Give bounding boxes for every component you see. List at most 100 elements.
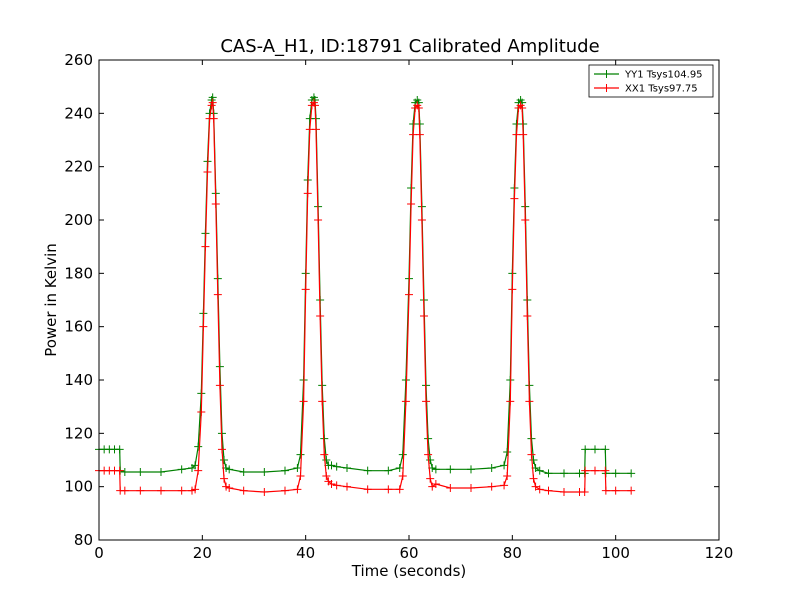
- data-point: [215, 381, 224, 390]
- y-tick-label: 180: [64, 264, 93, 282]
- data-point: [627, 486, 636, 495]
- x-axis: 0 20 40 60 80 100 120: [94, 60, 733, 562]
- data-point: [293, 464, 302, 472]
- data-point: [544, 486, 553, 495]
- data-point: [535, 466, 544, 475]
- data-point: [177, 465, 186, 474]
- data-point: [518, 104, 527, 112]
- data-point: [500, 481, 509, 490]
- data-point: [467, 484, 475, 492]
- legend-marker: [602, 84, 611, 92]
- y-tick-label: 100: [64, 478, 93, 496]
- data-point: [401, 397, 410, 406]
- data-point: [398, 450, 407, 459]
- x-tick-label: 0: [94, 544, 104, 562]
- data-point: [426, 456, 435, 464]
- data-point: [296, 450, 305, 459]
- data-point: [343, 464, 351, 472]
- data-point: [431, 480, 440, 488]
- data-point: [157, 486, 165, 495]
- y-tick-label: 80: [74, 531, 93, 549]
- data-point: [312, 125, 320, 134]
- x-tick-label: 20: [193, 544, 212, 562]
- data-point: [521, 216, 530, 224]
- data-point: [303, 189, 312, 198]
- data-point: [327, 461, 336, 470]
- data-point: [136, 486, 145, 495]
- data-point: [136, 468, 145, 476]
- data-point: [591, 445, 599, 454]
- data-point: [395, 485, 404, 494]
- data-point: [560, 469, 568, 478]
- data-point: [177, 486, 186, 495]
- data-point: [225, 484, 234, 492]
- data-point: [363, 485, 372, 494]
- data-point: [446, 465, 455, 474]
- data-point: [580, 488, 589, 496]
- data-point: [415, 130, 424, 139]
- data-point: [422, 397, 431, 406]
- data-point: [314, 216, 323, 224]
- x-tick-label: 40: [296, 544, 315, 562]
- legend-marker: [602, 70, 611, 78]
- data-point: [527, 450, 536, 459]
- data-point: [225, 465, 234, 474]
- data-point: [424, 450, 433, 459]
- data-point: [419, 312, 428, 320]
- data-point: [203, 168, 212, 176]
- data-point: [508, 285, 517, 294]
- data-point: [500, 461, 509, 470]
- y-tick-label: 120: [64, 424, 93, 442]
- y-tick-label: 240: [64, 104, 93, 122]
- data-point: [487, 464, 496, 472]
- data-point: [194, 442, 203, 451]
- data-point: [220, 456, 229, 464]
- data-point: [310, 101, 319, 110]
- data-point: [296, 472, 305, 480]
- x-tick-label: 60: [399, 544, 418, 562]
- data-point: [398, 472, 407, 480]
- data-point: [316, 312, 325, 320]
- data-point: [211, 200, 220, 208]
- data-point: [581, 466, 590, 475]
- data-point: [529, 456, 538, 464]
- plot-series: [95, 93, 636, 496]
- data-point: [512, 120, 521, 128]
- data-point: [239, 468, 248, 476]
- data-point: [409, 130, 418, 139]
- data-point: [519, 130, 528, 139]
- data-point: [191, 461, 200, 470]
- data-point: [199, 322, 208, 331]
- data-point: [318, 397, 327, 406]
- data-point: [260, 488, 269, 496]
- data-point: [299, 397, 308, 406]
- legend-label: YY1 Tsys104.95: [624, 70, 703, 81]
- data-point: [201, 242, 210, 251]
- y-tick-label: 200: [64, 211, 93, 229]
- y-tick-label: 220: [64, 158, 93, 176]
- data-point: [343, 482, 351, 491]
- data-point: [414, 104, 423, 112]
- legend-label: XX1 Tsys97.75: [625, 84, 698, 95]
- x-tick-label: 100: [601, 544, 630, 562]
- data-point: [431, 465, 440, 474]
- data-point: [209, 114, 218, 123]
- y-tick-label: 260: [64, 51, 93, 69]
- data-point: [611, 469, 620, 478]
- data-point: [332, 481, 341, 490]
- series-2: [95, 98, 636, 496]
- data-point: [525, 397, 534, 406]
- y-axis: 80 100 120 140 160 180 200 220 240 260: [64, 51, 719, 549]
- data-point: [281, 466, 289, 475]
- data-point: [535, 485, 544, 494]
- legend: YY1 Tsys104.95 XX1 Tsys97.75: [588, 64, 714, 98]
- data-point: [260, 468, 269, 476]
- data-point: [194, 466, 203, 475]
- data-point: [213, 290, 222, 299]
- data-point: [487, 482, 496, 491]
- x-tick-label: 80: [503, 544, 522, 562]
- legend-box: [588, 64, 714, 98]
- data-point: [191, 485, 200, 494]
